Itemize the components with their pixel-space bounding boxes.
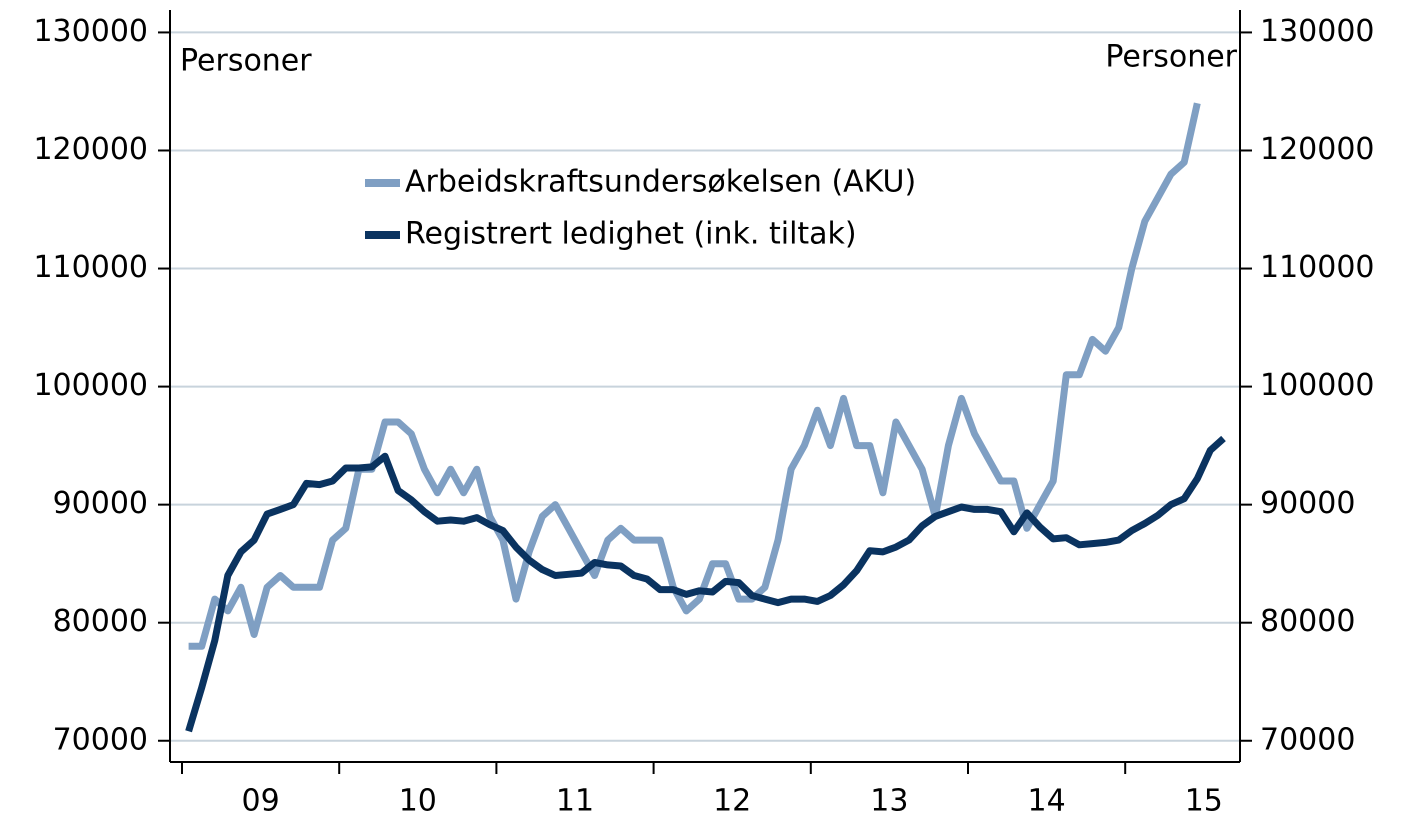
x-tick-label: 09 <box>242 784 280 817</box>
series-line <box>185 435 1226 733</box>
y-tick-label: 80000 <box>53 604 148 639</box>
x-tick-label: 14 <box>1028 784 1066 817</box>
x-tick-label: 13 <box>870 784 908 817</box>
legend-label: Registrert ledighet (ink. tiltak) <box>405 217 857 252</box>
y2-tick-label: 70000 <box>1260 722 1355 757</box>
series-line <box>188 102 1201 650</box>
y2-axis-label: Personer <box>1105 40 1237 75</box>
y2-tick-label: 110000 <box>1260 250 1375 285</box>
y2-tick-label: 130000 <box>1260 14 1375 49</box>
y-tick-label: 70000 <box>53 722 148 757</box>
x-tick-label: 12 <box>713 784 751 817</box>
y2-tick-label: 80000 <box>1260 604 1355 639</box>
y2-tick-label: 90000 <box>1260 486 1355 521</box>
y2-tick-label: 100000 <box>1260 368 1375 403</box>
x-tick-label: 11 <box>556 784 594 817</box>
x-tick-label: 10 <box>399 784 437 817</box>
y-axis-label: Personer <box>180 44 312 79</box>
y-tick-label: 130000 <box>33 14 148 49</box>
y-tick-label: 100000 <box>33 368 148 403</box>
y-tick-label: 120000 <box>33 132 148 167</box>
x-tick-label: 15 <box>1185 784 1223 817</box>
y-tick-label: 110000 <box>33 250 148 285</box>
y-tick-label: 90000 <box>53 486 148 521</box>
y2-tick-label: 120000 <box>1260 132 1375 167</box>
legend-label: Arbeidskraftsundersøkelsen (AKU) <box>405 165 916 200</box>
